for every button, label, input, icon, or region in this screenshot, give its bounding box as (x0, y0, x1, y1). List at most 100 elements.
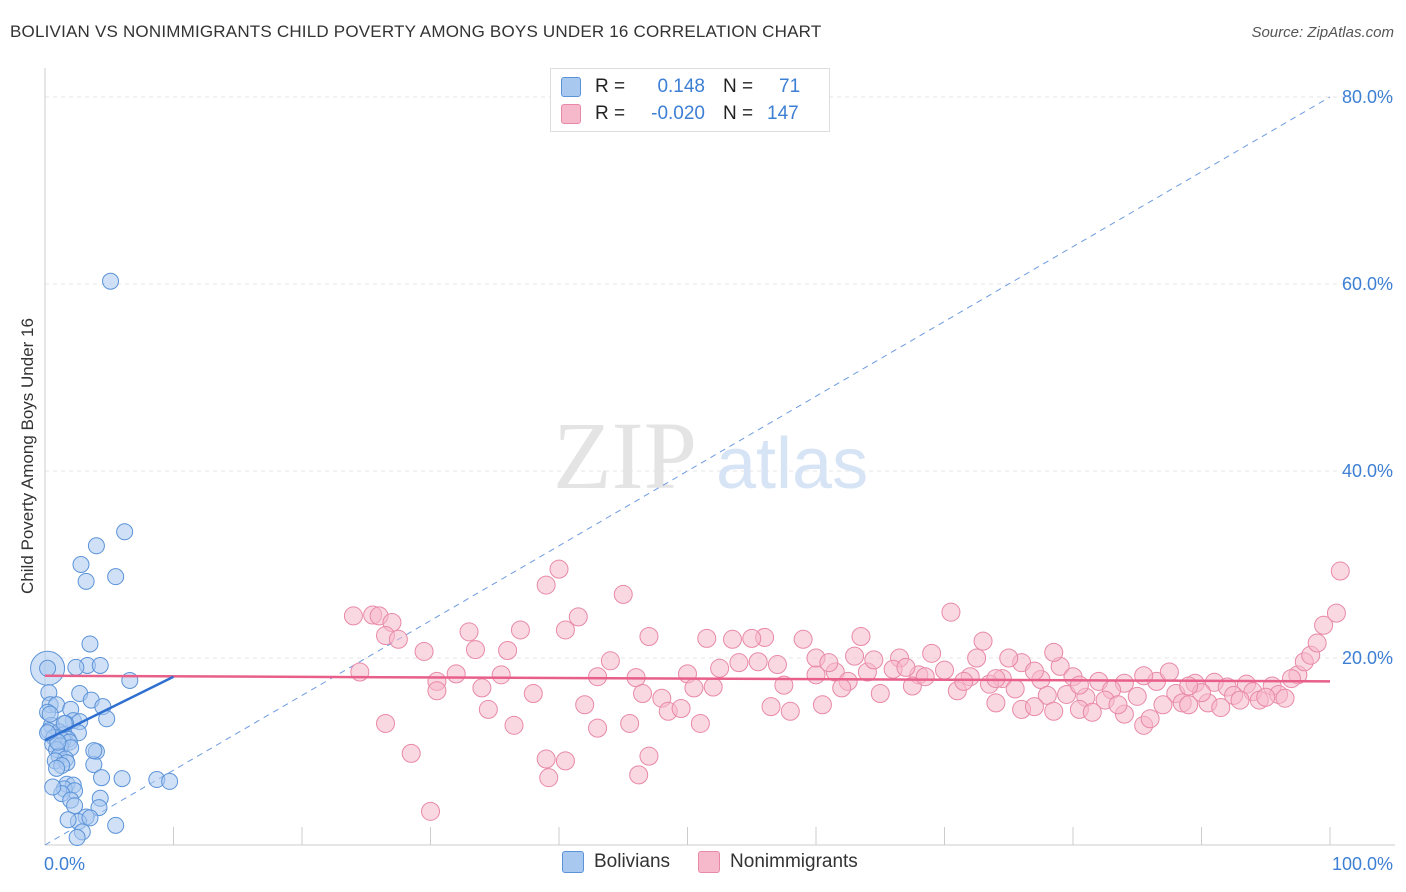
nonimmigrants-point (896, 657, 916, 677)
nonimmigrants-point (832, 678, 852, 698)
bolivians-point (85, 742, 103, 760)
nonimmigrants-point (742, 628, 762, 648)
nonimmigrants-point (1275, 688, 1295, 708)
nonimmigrants-point (459, 622, 479, 642)
nonimmigrants-point (421, 801, 440, 821)
nonimmigrants-point (588, 667, 608, 687)
legend-item-nonimmigrants: Nonimmigrants (698, 851, 858, 873)
nonimmigrants-point (870, 684, 890, 704)
bolivians-point (72, 556, 90, 573)
bolivians-trend-line (44, 675, 175, 742)
y-tick-label: 40.0% (1342, 461, 1393, 481)
bolivians-point (121, 671, 139, 689)
nonimmigrants-point (639, 626, 659, 646)
nonimmigrants-point (1211, 698, 1231, 718)
nonimmigrants-point (1024, 697, 1044, 717)
bolivians-point (44, 778, 62, 796)
nonimmigrants-point (697, 628, 717, 648)
nonimmigrants-point (1134, 666, 1154, 686)
nonimmigrants-point (1230, 690, 1250, 710)
nonimmigrants-point (1330, 561, 1350, 581)
nonimmigrants-point (575, 695, 595, 715)
nonimmigrants-point (1153, 695, 1173, 715)
trend-lines (44, 674, 1331, 742)
nonimmigrants-point (446, 664, 466, 684)
bolivians-point (113, 770, 131, 788)
n-value: 147 (767, 103, 799, 124)
nonimmigrants-point (748, 652, 768, 672)
nonimmigrants-point (536, 575, 556, 595)
nonimmigrants-point (639, 746, 659, 766)
legend-swatch-bolivians (562, 851, 584, 873)
bolivians-point (93, 769, 111, 787)
nonimmigrants-point (1005, 679, 1025, 699)
r-value: 0.148 (657, 76, 705, 97)
r-value: -0.020 (651, 103, 705, 124)
nonimmigrants-point (465, 640, 485, 660)
legend-item-bolivians: Bolivians (562, 851, 670, 873)
nonimmigrants-point (388, 629, 408, 649)
r-label: R = (595, 103, 626, 124)
nonimmigrants-point (1024, 661, 1044, 681)
y-tick-label: 80.0% (1342, 87, 1393, 107)
nonimmigrants-point (935, 660, 954, 680)
nonimmigrants-point (1069, 675, 1089, 695)
bolivians-point (77, 572, 95, 590)
n-value: 71 (779, 76, 801, 97)
bolivians-point (116, 523, 134, 541)
nonimmigrants-point (1326, 603, 1346, 623)
nonimmigrants-point (376, 713, 396, 733)
nonimmigrants-point (510, 620, 530, 640)
n-label: N = (723, 103, 754, 124)
nonimmigrants-point (1159, 662, 1179, 682)
nonimmigrants-point (967, 648, 987, 668)
nonimmigrants-point (427, 681, 447, 701)
x-tick-label: 100.0% (1332, 854, 1393, 874)
bolivians-point (81, 809, 99, 827)
nonimmigrants-point (555, 751, 575, 771)
nonimmigrants-point (1179, 695, 1199, 715)
nonimmigrants-point (986, 693, 1006, 713)
bolivians-point (81, 635, 99, 653)
nonimmigrants-point (539, 768, 559, 788)
bolivians-points (30, 272, 179, 847)
nonimmigrants-point (401, 743, 421, 763)
bolivians-point (68, 829, 86, 847)
nonimmigrants-point (954, 671, 974, 691)
nonimmigrants-point (620, 713, 640, 733)
bolivians-point (107, 568, 125, 586)
nonimmigrants-point (774, 675, 794, 695)
chart-title: BOLIVIAN VS NONIMMIGRANTS CHILD POVERTY … (10, 22, 822, 41)
nonimmigrants-point (633, 684, 653, 704)
y-axis-title: Child Poverty Among Boys Under 16 (18, 318, 37, 594)
nonimmigrants-point (568, 607, 588, 627)
nonimmigrants-point (845, 646, 865, 666)
legend-label-bolivians: Bolivians (594, 851, 671, 872)
reference-diagonal (44, 96, 1331, 846)
gridlines (45, 96, 1395, 659)
watermark: ZIP atlas (553, 402, 868, 509)
nonimmigrants-point (986, 669, 1006, 689)
nonimmigrants-point (1044, 642, 1064, 662)
bolivians-point (102, 272, 120, 290)
legend-row-bolivians: R = 0.148 N = 71 (561, 73, 800, 101)
correlation-legend: R = 0.148 N = 71 R = -0.020 N = 147 (550, 68, 830, 132)
nonimmigrants-trend-line (44, 674, 1331, 683)
bolivians-point (67, 658, 85, 676)
nonimmigrants-point (812, 695, 832, 715)
nonimmigrants-point (613, 584, 633, 604)
nonimmigrants-point (555, 620, 575, 640)
nonimmigrants-point (922, 643, 942, 663)
nonimmigrants-point (851, 626, 871, 646)
nonimmigrants-point (999, 648, 1019, 668)
y-tick-labels: 20.0% 40.0% 60.0% 80.0% (1342, 87, 1393, 668)
nonimmigrants-point (536, 749, 556, 769)
bolivians-point (48, 759, 66, 777)
bolivians-point (161, 772, 179, 790)
nonimmigrants-point (973, 631, 993, 651)
bolivians-point (59, 811, 77, 829)
nonimmigrants-point (729, 653, 749, 673)
nonimmigrants-point (1108, 695, 1128, 715)
nonimmigrants-point (1140, 709, 1160, 729)
diagonal-line (44, 96, 1331, 846)
